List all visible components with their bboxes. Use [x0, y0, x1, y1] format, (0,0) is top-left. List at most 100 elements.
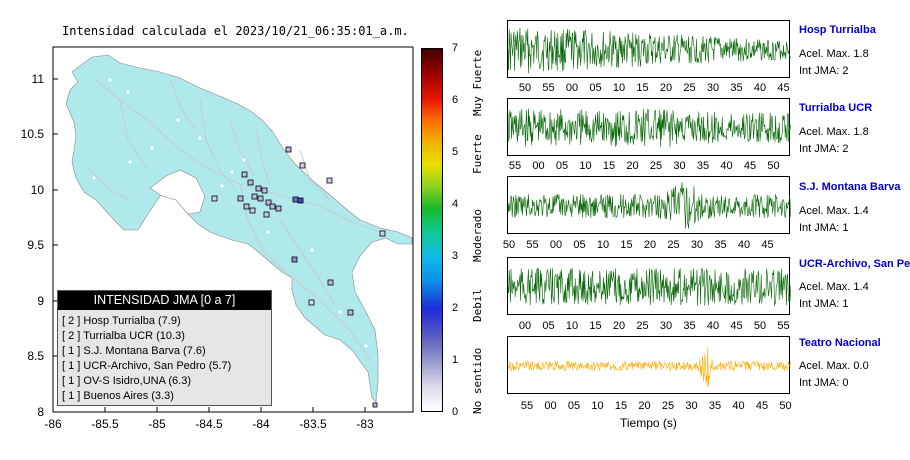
panel-time-tick: 45: [777, 82, 790, 94]
station-jma: Int JMA: 1: [799, 298, 849, 310]
panel-time-tick: 00: [532, 160, 545, 172]
panel-time-tick: 15: [636, 82, 649, 94]
panel-time-ticks: 00 05 10 15 20 25 30 35 40 45 50 55: [507, 320, 790, 334]
panel-time-tick: 10: [579, 160, 592, 172]
panel-time-tick: 40: [737, 239, 751, 251]
panel-time-tick: 25: [667, 239, 680, 251]
panel-time-tick: 40: [720, 160, 733, 172]
panel-time-tick: 20: [612, 320, 626, 332]
panel-time-tick: 30: [706, 82, 720, 94]
station-name: Turrialba UCR: [799, 102, 873, 114]
panel-time-tick: 25: [636, 320, 649, 332]
map-y-tick: 8.5: [27, 349, 44, 363]
panel-time-tick: 50: [753, 320, 767, 332]
seismogram-panel: [507, 176, 791, 234]
map-y-tick: 11: [32, 72, 45, 86]
panel-time-tick: 40: [732, 400, 745, 412]
panel-time-tick: 30: [685, 400, 698, 412]
station-accel: Acel. Max. 1.4: [799, 205, 869, 217]
waveform-trace: [508, 267, 791, 306]
panel-time-tick: 50: [767, 160, 780, 172]
panel-time-ticks: 50 55 00 05 10 15 20 25 30 35 40 45: [507, 82, 790, 96]
panel-time-tick: 20: [643, 239, 657, 251]
panel-time-tick: 05: [573, 239, 586, 251]
station-name: UCR-Archivo, San Pedro: [799, 258, 910, 270]
legend-item: [ 1 ] OV-S Isidro,UNA (6.3): [62, 375, 191, 387]
seismogram-panel: [507, 98, 791, 156]
road-network: [89, 79, 381, 361]
panel-time-tick: 15: [602, 160, 616, 172]
map-y-tick: 10.5: [21, 127, 45, 141]
station-name: S.J. Montana Barva: [799, 181, 901, 193]
panel-time-tick: 55: [520, 400, 534, 412]
panel-time-tick: 10: [591, 400, 604, 412]
intensity-legend: INTENSIDAD JMA [0 a 7] [ 2 ] Hosp Turria…: [57, 290, 272, 406]
panel-time-ticks: 50 55 00 05 10 15 20 25 30 35 40 45: [503, 239, 790, 253]
panel-time-tick: 50: [779, 400, 792, 412]
colorbar-category: Fuerte: [471, 134, 484, 174]
seismogram-panel: [507, 336, 791, 394]
colorbar-tick: 7: [452, 42, 459, 54]
panel-time-tick: 55: [526, 239, 539, 251]
panel-time-tick: 10: [596, 239, 610, 251]
station-jma: Int JMA: 2: [799, 143, 849, 155]
panel-time-tick: 20: [626, 160, 639, 172]
panel-time-tick: 40: [753, 82, 767, 94]
station-markers: [211, 146, 386, 408]
panel-time-tick: 00: [544, 400, 557, 412]
colorbar-tick: 2: [452, 302, 459, 314]
panel-time-tick: 45: [743, 160, 757, 172]
panel-time-tick: 30: [690, 239, 704, 251]
panel-time-tick: 35: [730, 82, 743, 94]
map-x-tick: -83: [356, 417, 374, 431]
station-jma: Int JMA: 0: [799, 377, 849, 389]
map-x-tick: -84.5: [195, 417, 223, 431]
colorbar-category: No sentido: [471, 347, 484, 414]
panel-time-tick: 00: [549, 239, 563, 251]
map-x-tick: -84: [252, 417, 270, 431]
station-accel: Acel. Max. 0.0: [799, 360, 869, 372]
seismogram-panel: [507, 20, 791, 78]
gulf-of-nicoya: [149, 169, 206, 215]
panel-time-tick: 05: [589, 82, 602, 94]
panel-time-tick: 35: [708, 400, 722, 412]
city-markers: [92, 78, 368, 348]
station-accel: Acel. Max. 1.8: [799, 48, 869, 60]
waveform-line: [508, 108, 791, 148]
colorbar-tick: 3: [452, 250, 459, 262]
colorbar-tick: 6: [452, 94, 459, 106]
map-title: Intensidad calculada el 2023/10/21_06:35…: [62, 24, 409, 38]
panel-time-tick: 25: [649, 160, 663, 172]
panel-time-tick: 35: [714, 239, 727, 251]
panel-time-tick: 55: [508, 160, 522, 172]
colorbar-category: Muy Fuerte: [471, 49, 484, 116]
panel-time-tick: 25: [661, 400, 675, 412]
intensity-colorbar: [421, 48, 443, 412]
panel-time-ticks: 55 00 05 10 15 20 25 30 35 40 45 50: [507, 160, 790, 174]
map-y-tick-labels: 11 10.5 10 9.5 9 8.5 8: [21, 72, 45, 419]
panel-time-tick: 45: [761, 239, 774, 251]
panel-time-tick: 30: [673, 160, 686, 172]
waveform-trace: [508, 182, 791, 229]
legend-item: [ 1 ] UCR-Archivo, San Pedro (5.7): [62, 360, 232, 372]
panel-time-tick: 05: [542, 320, 555, 332]
map-x-tick: -86: [44, 417, 62, 431]
waveform-trace: [508, 108, 791, 148]
waveform-line: [508, 346, 791, 387]
costa-rica-land: [65, 54, 413, 403]
seismogram-panel: [507, 257, 791, 315]
station-jma: Int JMA: 2: [799, 65, 849, 77]
panel-time-tick: 35: [683, 320, 696, 332]
panel-time-tick: 30: [659, 320, 673, 332]
panel-time-tick: 45: [755, 400, 769, 412]
legend-item: [ 1 ] S.J. Montana Barva (7.6): [62, 345, 206, 357]
waveform-trace: [508, 346, 791, 387]
panel-time-tick: 25: [683, 82, 696, 94]
colorbar-tick: 1: [452, 354, 459, 366]
legend-header: INTENSIDAD JMA [0 a 7]: [58, 291, 271, 310]
panel-time-tick: 50: [502, 239, 516, 251]
panel-time-tick: 15: [614, 400, 628, 412]
map-x-tick: -85: [148, 417, 166, 431]
map-y-tick: 9.5: [27, 238, 44, 252]
map-x-tick: -83.5: [299, 417, 327, 431]
